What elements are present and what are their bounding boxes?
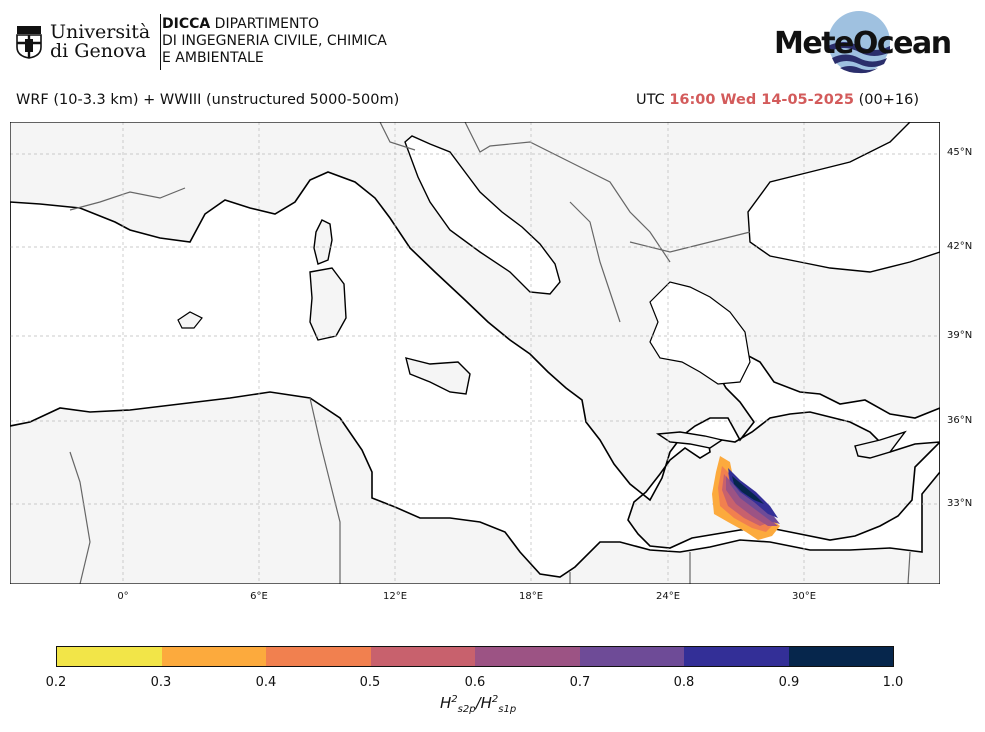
unige-crest-icon [16,26,42,59]
dicca-line2: DI INGEGNERIA CIVILE, CHIMICA [162,33,387,49]
meteocean-logo: MeteOcean [774,8,952,76]
political-borders [69,122,911,584]
lon-label: 6°E [250,591,268,602]
forecast-datetime: 16:00 Wed 14-05-2025 [669,92,855,108]
colorbar-segment [579,647,684,666]
meteocean-wordmark: MeteOcean [774,26,952,61]
colorbar-segment [266,647,371,666]
colorbar-segment [57,647,162,666]
lon-label: 18°E [518,591,544,602]
colorbar-segment [788,647,893,666]
colorbar-tick: 0.6 [464,675,486,690]
colorbar-label-sub1: s2p [457,704,476,715]
unige-logo: Università di Genova [16,14,171,70]
field-band-0.9 [732,476,764,504]
lat-label: 33°N [947,498,973,509]
corsica-island [313,219,333,265]
colorbar-tick: 1.0 [882,675,904,690]
graticule [10,122,940,584]
wave-ratio-field [712,456,780,540]
colorbar-tick: 0.4 [255,675,277,690]
forecast-lead: (00+16) [854,92,919,108]
sicily-island [405,357,471,395]
crete-island [655,431,724,449]
balearic-island [177,311,203,329]
lon-label: 24°E [655,591,681,602]
colorbar-label-sub2: s1p [498,704,517,715]
adriatic-sea [404,135,561,295]
colorbar-tick: 0.3 [150,675,172,690]
unige-name-line1: Università [50,21,151,43]
colorbar-segment [684,647,789,666]
black-sea [747,122,940,273]
dicca-line1: DIPARTIMENTO [210,16,320,32]
colorbar-label-h1: H [440,694,452,712]
lat-label: 42°N [947,241,973,252]
colorbar-segment [370,647,475,666]
lon-label: 0° [117,591,129,602]
dicca-logo-text: DICCA DIPARTIMENTO DI INGEGNERIA CIVILE,… [162,16,387,67]
cyprus-island [854,430,907,459]
dicca-line3: E AMBIENTALE [162,50,264,66]
model-description: WRF (10-3.3 km) + WWIII (unstructured 50… [16,92,400,108]
lat-label: 36°N [947,415,973,426]
colorbar-segment [475,647,580,666]
lon-label: 12°E [382,591,408,602]
unige-name-line2: di Genova [50,40,147,62]
forecast-time: UTC 16:00 Wed 14-05-2025 (00+16) [636,92,919,108]
dicca-acronym: DICCA [162,16,211,32]
lat-label: 45°N [947,147,973,158]
lon-label: 30°E [791,591,817,602]
meteocean-globe-icon [828,11,890,74]
colorbar-tick: 0.2 [45,675,67,690]
aegean-sea [649,281,751,385]
field-band-0.6 [726,476,778,526]
colorbar-tick: 0.5 [359,675,381,690]
colorbar-tick: 0.9 [778,675,800,690]
header: Università di Genova DICCA DIPARTIMENTO … [0,0,985,90]
mediterranean-sea [10,171,940,578]
colorbar-label-h2: H [480,694,492,712]
colorbar-label: H2s2p/H2s1p [440,694,517,715]
colorbar-tick: 0.7 [569,675,591,690]
utc-label: UTC [635,92,670,108]
lat-label: 39°N [947,330,973,341]
map-panel [10,122,940,584]
logo-divider [160,14,162,70]
colorbar-tick: 0.8 [673,675,695,690]
colorbar [56,646,894,667]
field-band-0.8 [728,468,778,518]
colorbar-segment [161,647,266,666]
